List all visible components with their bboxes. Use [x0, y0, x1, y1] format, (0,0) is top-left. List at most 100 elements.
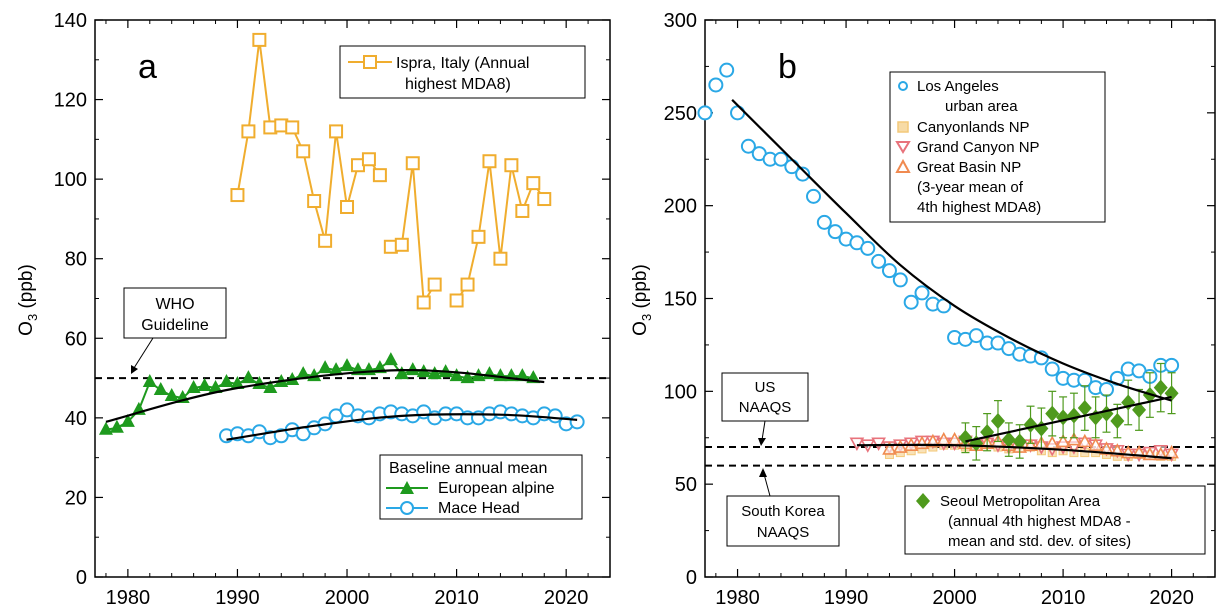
data-point	[372, 168, 387, 183]
data-point	[881, 263, 897, 279]
korea-naaqs-pointer	[763, 473, 771, 497]
series-los-angeles-urban-area	[697, 62, 1180, 397]
data-point	[719, 62, 735, 78]
la-legend-line1: Los Angeles	[917, 78, 999, 95]
panel-b-y-axis-label: O3 (ppb)	[630, 264, 654, 336]
data-point	[515, 203, 530, 218]
data-point	[340, 358, 355, 372]
data-point	[1001, 431, 1016, 448]
data-point	[460, 370, 475, 384]
data-point	[427, 277, 442, 292]
y-tick-label: 40	[65, 408, 87, 430]
ispra-legend-line1: Ispra, Italy (Annual	[396, 55, 529, 72]
data-point	[471, 229, 486, 244]
ispra-legend-marker	[363, 55, 377, 69]
data-point	[120, 413, 135, 427]
data-point	[1066, 407, 1081, 424]
data-point	[1045, 405, 1060, 422]
data-point	[526, 176, 541, 191]
data-point	[740, 138, 756, 154]
data-point	[990, 413, 1005, 430]
panel-a-y-axis-label: O3 (ppb)	[16, 264, 40, 336]
who-guideline-label-line1: WHO	[155, 296, 194, 313]
grand-canyon-legend-marker	[895, 141, 911, 154]
seoul-legend-line1: Seoul Metropolitan Area	[940, 493, 1101, 510]
x-tick-label: 2020	[1149, 587, 1194, 609]
data-point	[806, 188, 822, 204]
us-naaqs-label-line2: NAAQS	[739, 399, 792, 416]
data-point	[296, 144, 311, 159]
great-basin-legend-line1: Great Basin NP	[917, 159, 1021, 176]
fit-curve	[731, 99, 1172, 402]
y-tick-label: 100	[54, 169, 87, 191]
data-point	[449, 293, 464, 308]
data-point	[449, 368, 464, 382]
data-point	[241, 370, 256, 384]
fit-curve	[965, 395, 1172, 443]
panel-a-y-ticks: 0 20 40 60 80 100 120 140	[54, 10, 610, 589]
x-tick-label: 2010	[434, 587, 479, 609]
data-point	[482, 154, 497, 169]
data-point	[252, 32, 267, 47]
data-point	[318, 360, 333, 374]
data-point	[569, 414, 585, 430]
data-point	[504, 158, 519, 173]
korea-naaqs-label-box	[726, 495, 840, 547]
data-point	[892, 439, 908, 453]
who-guideline-label-box	[123, 287, 227, 339]
data-point	[405, 156, 420, 171]
data-point	[263, 380, 278, 394]
data-point	[1164, 357, 1180, 373]
data-point	[892, 272, 908, 288]
who-guideline-label-line2: Guideline	[141, 317, 209, 334]
y-tick-label: 100	[664, 381, 697, 403]
seoul-legend-marker	[916, 493, 930, 509]
data-point	[1077, 400, 1092, 417]
y-tick-label: 120	[54, 90, 87, 112]
panel-b-y-ticks: 0 50 100 150 200 250 300	[664, 10, 1215, 589]
panel-a-plot-area	[98, 32, 585, 446]
data-point	[1153, 379, 1168, 396]
panel-a-legend-top	[339, 45, 586, 99]
data-point	[383, 352, 398, 366]
data-point	[827, 224, 843, 240]
data-point	[1088, 437, 1103, 451]
great-basin-legend-line2: (3-year mean of	[917, 179, 1024, 196]
data-point	[537, 192, 552, 207]
panel-b-x-ticks: 1980 1990 2000 2010 2020	[715, 20, 1216, 609]
us-naaqs-arrowhead	[758, 438, 766, 446]
data-point	[1077, 433, 1093, 448]
data-point	[186, 380, 201, 394]
la-legend-marker	[898, 81, 908, 91]
data-point	[329, 362, 344, 376]
panel-b-label: b	[778, 48, 797, 86]
data-point	[795, 166, 811, 182]
panel-b-plot-area	[697, 62, 1180, 463]
data-point	[708, 77, 724, 93]
data-point	[340, 199, 355, 214]
data-point	[1099, 405, 1114, 422]
y-tick-label: 0	[76, 567, 87, 589]
seoul-legend-line3: mean and std. dev. of sites)	[948, 533, 1131, 550]
data-point	[394, 237, 409, 252]
y-tick-label: 250	[664, 103, 697, 125]
data-point	[1098, 381, 1114, 397]
korea-naaqs-label-line2: NAAQS	[757, 524, 810, 541]
data-point	[197, 378, 212, 392]
data-point	[153, 382, 168, 396]
data-point	[697, 105, 713, 121]
data-point	[914, 285, 930, 301]
data-point	[296, 366, 311, 380]
data-point	[860, 240, 876, 256]
data-point	[405, 362, 420, 376]
data-point	[285, 120, 300, 135]
data-point	[230, 188, 245, 203]
us-naaqs-label-line1: US	[755, 379, 776, 396]
data-point	[1044, 361, 1060, 377]
y-tick-label: 50	[675, 474, 697, 496]
data-point	[230, 376, 245, 390]
data-point	[1012, 433, 1027, 450]
data-point	[1110, 413, 1125, 430]
x-tick-label: 1990	[824, 587, 869, 609]
